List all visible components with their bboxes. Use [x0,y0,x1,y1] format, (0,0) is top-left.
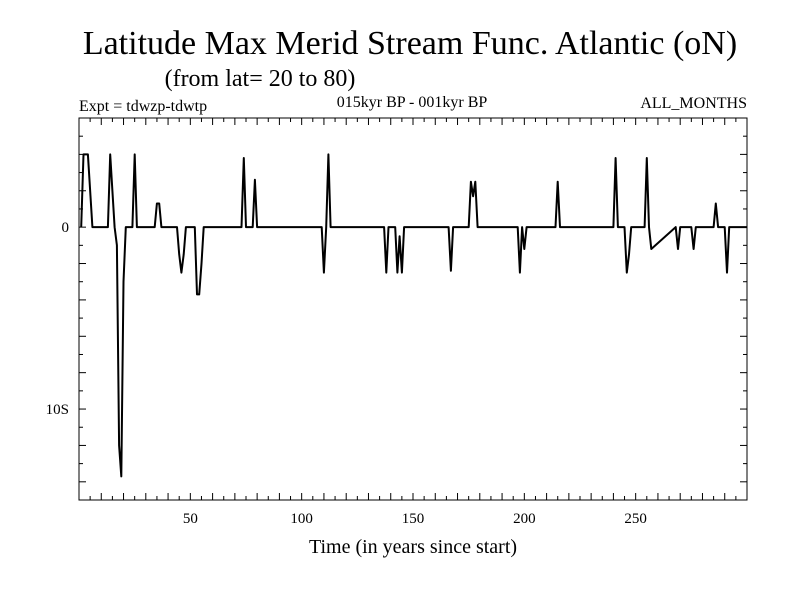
x-tick-label: 50 [183,511,198,527]
x-tick-label: 250 [624,511,647,527]
months-label: ALL_MONTHS [640,95,747,112]
x-tick-label: 150 [402,511,425,527]
experiment-label: Expt = tdwzp-tdwtp [79,98,207,115]
x-tick-label: 200 [513,511,536,527]
chart-subtitle: (from lat= 20 to 80) [165,66,356,92]
y-tick-label: 10S [46,402,69,418]
chart-title: Latitude Max Merid Stream Func. Atlantic… [83,25,737,62]
plot-frame [78,117,748,501]
x-axis-label: Time (in years since start) [309,536,517,558]
period-label: 015kyr BP - 001kyr BP [337,94,488,111]
axis-tick-labels: 50 100 150 200 250 0 10S [46,220,647,527]
y-tick-label: 0 [62,220,70,236]
series-line [80,153,747,478]
x-tick-label: 100 [290,511,313,527]
series-group [80,153,747,478]
